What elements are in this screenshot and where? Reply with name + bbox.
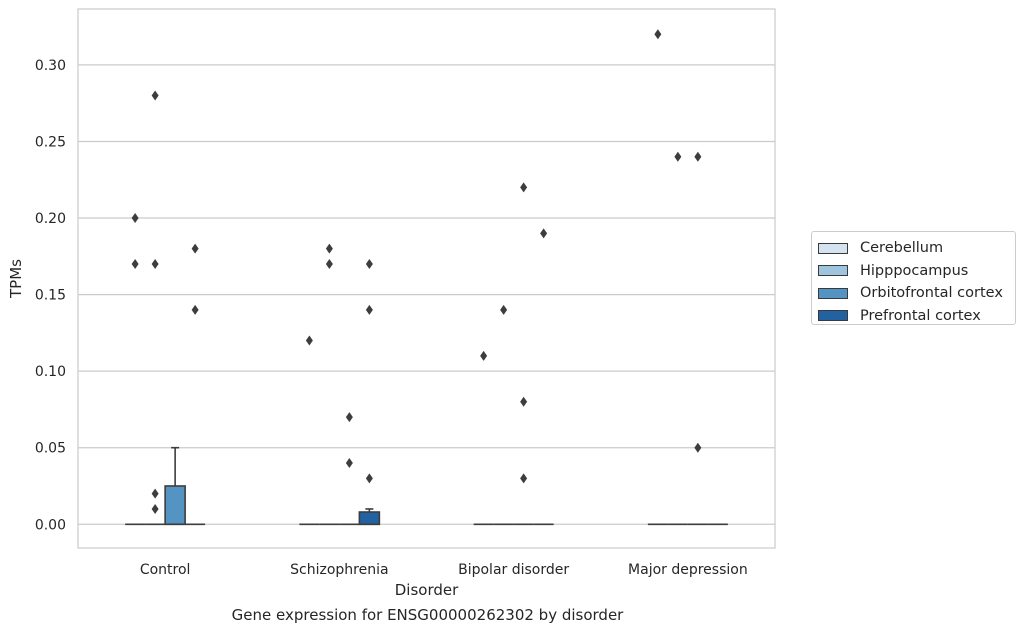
- box-hipppocampus: [319, 243, 340, 526]
- plot-frame: [77, 8, 776, 549]
- box-prefrontal-cortex: [533, 228, 554, 526]
- outlier-point: [694, 442, 702, 453]
- outlier-point: [325, 243, 333, 254]
- outlier-point: [480, 350, 488, 361]
- outlier-point: [540, 228, 548, 239]
- outlier-point: [191, 243, 199, 254]
- legend-item-cerebellum: Cerebellum: [818, 237, 1015, 260]
- box-prefrontal-cortex: [185, 243, 206, 526]
- legend-label: Cerebellum: [860, 240, 944, 257]
- x-tick-label: Major depression: [628, 562, 748, 578]
- x-tick-label: Bipolar disorder: [458, 562, 569, 578]
- outlier-point: [365, 304, 373, 315]
- box-body: [164, 485, 186, 526]
- outlier-point: [151, 258, 159, 269]
- outlier-point: [520, 473, 528, 484]
- outlier-point: [520, 182, 528, 193]
- box-orbitofrontal-cortex: [339, 412, 360, 526]
- outlier-point: [345, 458, 353, 469]
- x-tick-label: Schizophrenia: [290, 562, 388, 578]
- box-prefrontal-cortex: [358, 258, 381, 526]
- box-hipppocampus: [667, 151, 688, 526]
- box-cerebellum: [473, 350, 494, 526]
- y-axis-label: TPMs: [7, 259, 25, 299]
- x-tick-label: Control: [140, 562, 191, 578]
- y-tick-label: 0.05: [35, 441, 66, 457]
- outlier-point: [305, 335, 313, 346]
- y-tick-label: 0.25: [35, 134, 66, 150]
- chart-caption: Gene expression for ENSG00000262302 by d…: [231, 606, 624, 624]
- y-tick-label: 0.20: [35, 211, 66, 227]
- outlier-point: [674, 151, 682, 162]
- outlier-point: [325, 258, 333, 269]
- box-hipppocampus: [493, 304, 514, 526]
- box-orbitofrontal-cortex: [164, 446, 186, 526]
- legend-swatch: [818, 265, 848, 277]
- legend: Cerebellum Hipppocampus Orbitofrontal co…: [811, 231, 1016, 325]
- box-cerebellum: [125, 213, 146, 526]
- legend-item-orbitofrontal-cortex: Orbitofrontal cortex: [818, 282, 1015, 305]
- outlier-point: [654, 29, 662, 40]
- box-body: [358, 511, 381, 526]
- box-cerebellum: [299, 335, 320, 526]
- outlier-point: [500, 304, 508, 315]
- outlier-point: [191, 304, 199, 315]
- legend-label: Prefrontal cortex: [860, 307, 981, 324]
- legend-item-hippocampus: Hipppocampus: [818, 260, 1015, 283]
- outlier-point: [151, 90, 159, 101]
- outlier-point: [131, 258, 139, 269]
- y-tick-label: 0.10: [35, 364, 66, 380]
- box-orbitofrontal-cortex: [687, 151, 708, 526]
- y-tick-label: 0.15: [35, 288, 66, 304]
- x-axis-label: Disorder: [395, 581, 459, 599]
- legend-swatch: [818, 287, 848, 299]
- legend-label: Hipppocampus: [860, 262, 969, 279]
- outlier-point: [151, 503, 159, 514]
- legend-item-prefrontal-cortex: Prefrontal cortex: [818, 305, 1015, 328]
- outlier-point: [151, 488, 159, 499]
- y-tick-label: 0.00: [35, 517, 66, 533]
- box-hipppocampus: [145, 90, 166, 526]
- legend-swatch: [818, 242, 848, 254]
- outlier-point: [520, 396, 528, 407]
- box-cerebellum: [647, 29, 668, 526]
- outlier-point: [365, 473, 373, 484]
- outlier-point: [345, 412, 353, 423]
- legend-label: Orbitofrontal cortex: [860, 285, 1003, 302]
- legend-swatch: [818, 310, 848, 322]
- box-orbitofrontal-cortex: [513, 182, 534, 526]
- y-tick-label: 0.30: [35, 58, 66, 74]
- outlier-point: [365, 258, 373, 269]
- outlier-point: [131, 213, 139, 224]
- outlier-point: [694, 151, 702, 162]
